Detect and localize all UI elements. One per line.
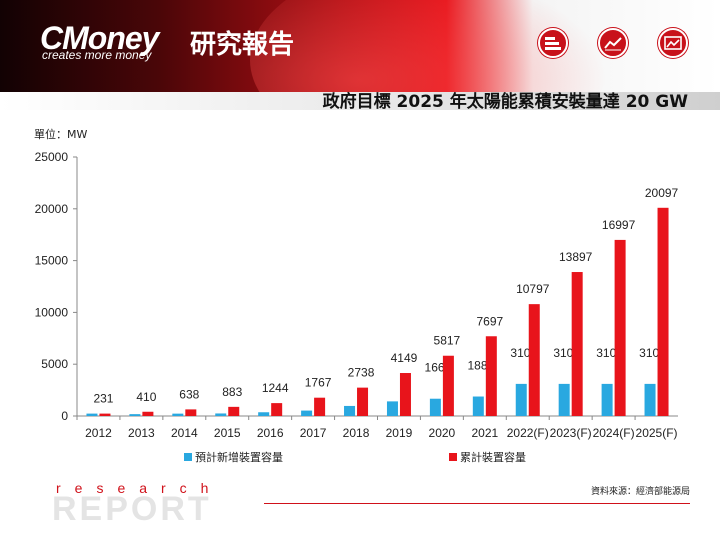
tagline: creates more money — [42, 48, 152, 62]
bar-cumulative — [314, 397, 326, 416]
bar-new-capacity — [215, 413, 227, 416]
bar-cumulative — [485, 336, 497, 416]
x-tick-label: 2022(F) — [507, 426, 549, 440]
bar-cumulative — [185, 409, 197, 416]
x-tick-label: 2015 — [214, 426, 241, 440]
x-tick-label: 2012 — [85, 426, 112, 440]
data-label-cumulative: 5817 — [434, 334, 461, 348]
bar-new-capacity — [86, 413, 98, 416]
x-tick-label: 2025(F) — [636, 426, 678, 440]
y-tick-label: 20000 — [35, 202, 69, 216]
data-label-cumulative: 883 — [222, 385, 242, 399]
line-chart-icon[interactable] — [598, 28, 628, 58]
data-label-cumulative: 20097 — [645, 186, 679, 200]
y-tick-label: 10000 — [35, 305, 69, 319]
data-label-cumulative: 10797 — [516, 282, 550, 296]
bar-new-capacity — [644, 383, 656, 416]
x-tick-label: 2021 — [471, 426, 498, 440]
x-tick-label: 2024(F) — [593, 426, 635, 440]
x-tick-label: 2018 — [343, 426, 370, 440]
legend-swatch-red — [449, 453, 457, 461]
bar-new-capacity — [429, 398, 441, 416]
bar-cumulative — [271, 403, 283, 416]
data-label-cumulative: 13897 — [559, 250, 593, 264]
bar-cumulative — [228, 406, 240, 416]
cmoney-logo: CMoney — [40, 20, 159, 56]
source-note: 資料來源：經濟部能源局 — [590, 487, 690, 497]
x-tick-label: 2020 — [429, 426, 456, 440]
bar-new-capacity — [558, 383, 570, 416]
bar-cumulative — [99, 413, 111, 416]
legend-label-new: 預計新增裝置容量 — [195, 451, 283, 464]
x-tick-label: 2016 — [257, 426, 284, 440]
data-label-cumulative: 1767 — [305, 376, 332, 390]
bar-cumulative — [657, 207, 669, 416]
y-tick-label: 25000 — [35, 150, 69, 164]
data-label-cumulative: 1244 — [262, 381, 289, 395]
title-band — [0, 92, 720, 110]
data-label-cumulative: 16997 — [602, 218, 636, 232]
footer-divider — [264, 503, 690, 504]
bar-new-capacity — [301, 410, 313, 416]
bar-cumulative — [142, 411, 154, 416]
bar-new-capacity — [344, 405, 356, 416]
x-tick-label: 2023(F) — [550, 426, 592, 440]
stack-icon[interactable] — [538, 28, 568, 58]
x-tick-label: 2019 — [386, 426, 413, 440]
y-tick-label: 5000 — [41, 357, 68, 371]
unit-label: 單位：MW — [34, 128, 88, 141]
x-tick-label: 2014 — [171, 426, 198, 440]
bar-new-capacity — [601, 383, 613, 416]
bar-new-capacity — [172, 413, 184, 416]
data-label-cumulative: 4149 — [391, 351, 418, 365]
x-tick-label: 2013 — [128, 426, 155, 440]
bar-new-capacity — [515, 383, 527, 416]
bar-new-capacity — [258, 412, 270, 416]
bar-cumulative — [357, 387, 369, 416]
data-label-cumulative: 7697 — [476, 314, 503, 328]
legend-swatch-blue — [184, 453, 192, 461]
report-header: CMoney 研究報告 creates more money — [0, 0, 720, 92]
data-label-cumulative: 231 — [93, 392, 113, 406]
picture-icon[interactable] — [658, 28, 688, 58]
legend-new-capacity: 預計新增裝置容量 — [184, 449, 283, 465]
bar-cumulative — [442, 355, 454, 416]
report-watermark: REPORT — [52, 490, 212, 528]
report-label: 研究報告 — [190, 30, 295, 60]
bar-new-capacity — [472, 396, 484, 416]
x-tick-label: 2017 — [300, 426, 327, 440]
legend-cumulative: 累計裝置容量 — [449, 449, 526, 465]
bar-new-capacity — [386, 401, 398, 416]
legend-label-cumulative: 累計裝置容量 — [460, 451, 526, 464]
data-label-cumulative: 638 — [179, 387, 199, 401]
bar-cumulative — [528, 304, 540, 416]
y-tick-label: 0 — [61, 409, 68, 423]
bar-cumulative — [399, 373, 411, 416]
y-tick-label: 15000 — [35, 254, 69, 268]
research-label: research — [56, 480, 223, 496]
data-label-cumulative: 2738 — [348, 366, 375, 380]
data-label-cumulative: 410 — [136, 390, 156, 404]
bar-new-capacity — [129, 414, 141, 416]
bar-cumulative — [571, 272, 583, 416]
chart-title: 政府目標 2025 年太陽能累積安裝量達 20 GW — [322, 92, 688, 112]
bar-cumulative — [614, 239, 626, 416]
